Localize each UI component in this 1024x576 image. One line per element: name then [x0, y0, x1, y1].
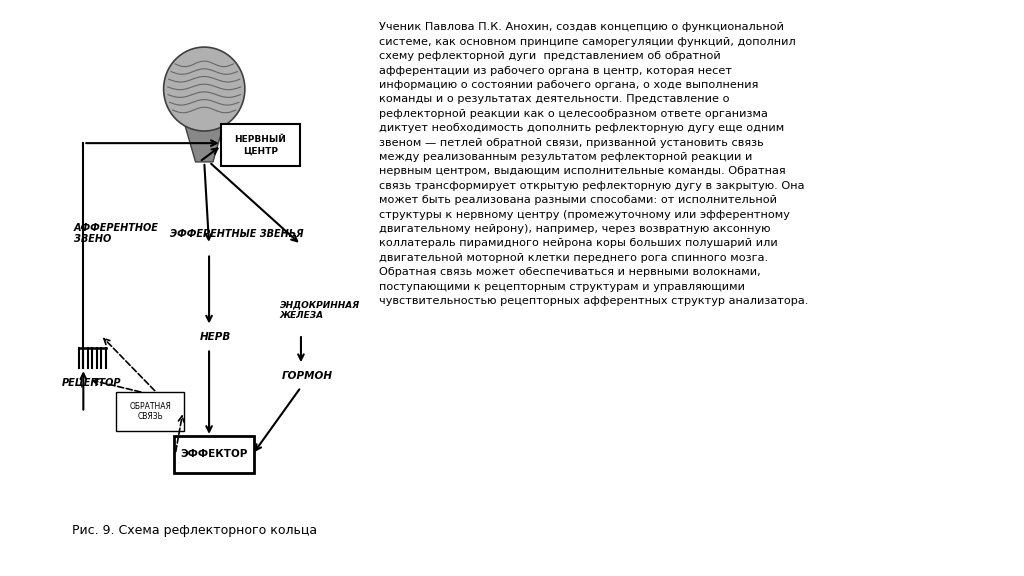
Text: НЕРВ: НЕРВ	[200, 332, 230, 343]
Text: ЭФФЕРЕНТНЫЕ ЗВЕНЬЯ: ЭФФЕРЕНТНЫЕ ЗВЕНЬЯ	[170, 229, 304, 238]
FancyBboxPatch shape	[221, 124, 300, 166]
Text: ЭФФЕКТОР: ЭФФЕКТОР	[180, 449, 248, 460]
Text: Рис. 9. Схема рефлекторного кольца: Рис. 9. Схема рефлекторного кольца	[72, 524, 317, 537]
Text: ЭНДОКРИННАЯ
ЖЕЛЕЗА: ЭНДОКРИННАЯ ЖЕЛЕЗА	[280, 300, 359, 320]
FancyBboxPatch shape	[117, 392, 184, 431]
Text: Ученик Павлова П.К. Анохин, создав концепцию о функциональной
системе, как основ: Ученик Павлова П.К. Анохин, создав конце…	[379, 22, 808, 306]
Text: ОБРАТНАЯ
СВЯЗЬ: ОБРАТНАЯ СВЯЗЬ	[129, 401, 171, 421]
Text: НЕРВНЫЙ
ЦЕНТР: НЕРВНЫЙ ЦЕНТР	[234, 135, 287, 156]
Text: АФФЕРЕНТНОЕ
ЗВЕНО: АФФЕРЕНТНОЕ ЗВЕНО	[74, 223, 159, 244]
Polygon shape	[183, 119, 225, 162]
FancyBboxPatch shape	[174, 435, 254, 473]
Text: РЕЦЕПТОР: РЕЦЕПТОР	[62, 377, 122, 387]
Ellipse shape	[164, 47, 245, 131]
Text: ГОРМОН: ГОРМОН	[282, 371, 333, 381]
